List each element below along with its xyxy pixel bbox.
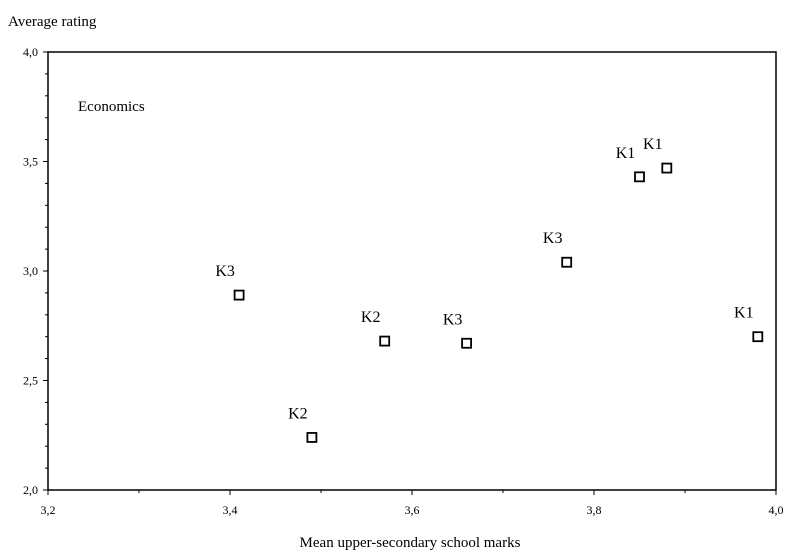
data-point-label: K1: [734, 305, 754, 322]
x-axis: 3,2 3,4 3,6 3,8 4,0: [41, 490, 784, 517]
data-point-marker: [661, 162, 673, 174]
x-tick-label: 4,0: [769, 503, 784, 517]
data-points: K3 K2 K2 K3 K3 K1 K1 K1: [215, 136, 764, 443]
y-axis-title: Average rating: [8, 14, 97, 30]
data-point-marker: [306, 432, 318, 443]
chart-annotation: Economics: [78, 99, 145, 115]
y-axis: 2,0 2,5 3,0 3,5 4,0: [23, 45, 48, 497]
y-tick-label: 3,0: [23, 264, 38, 278]
data-point-marker: [634, 171, 645, 183]
data-point-marker: [461, 337, 473, 349]
data-point-marker: [752, 331, 764, 343]
x-tick-label: 3,6: [405, 503, 420, 517]
x-tick-label: 3,8: [587, 503, 602, 517]
x-axis-title: Mean upper-secondary school marks: [300, 535, 521, 551]
x-tick-label: 3,4: [223, 503, 238, 517]
y-tick-label: 2,0: [23, 483, 38, 497]
data-point-label: K1: [616, 145, 636, 162]
y-tick-label: 3,5: [23, 155, 38, 169]
plot-frame: [47, 51, 777, 491]
y-tick-label: 2,5: [23, 374, 38, 388]
data-point-marker: [379, 335, 391, 347]
data-point-label: K2: [361, 309, 381, 326]
data-point-label: K1: [643, 136, 663, 153]
x-tick-label: 3,2: [41, 503, 56, 517]
y-tick-label: 4,0: [23, 45, 38, 59]
data-point-label: K3: [543, 230, 563, 247]
data-point-label: K2: [288, 405, 308, 422]
data-point-label: K3: [215, 263, 235, 280]
data-point-label: K3: [443, 311, 463, 328]
data-point-marker: [561, 256, 573, 268]
data-point-marker: [233, 289, 245, 301]
